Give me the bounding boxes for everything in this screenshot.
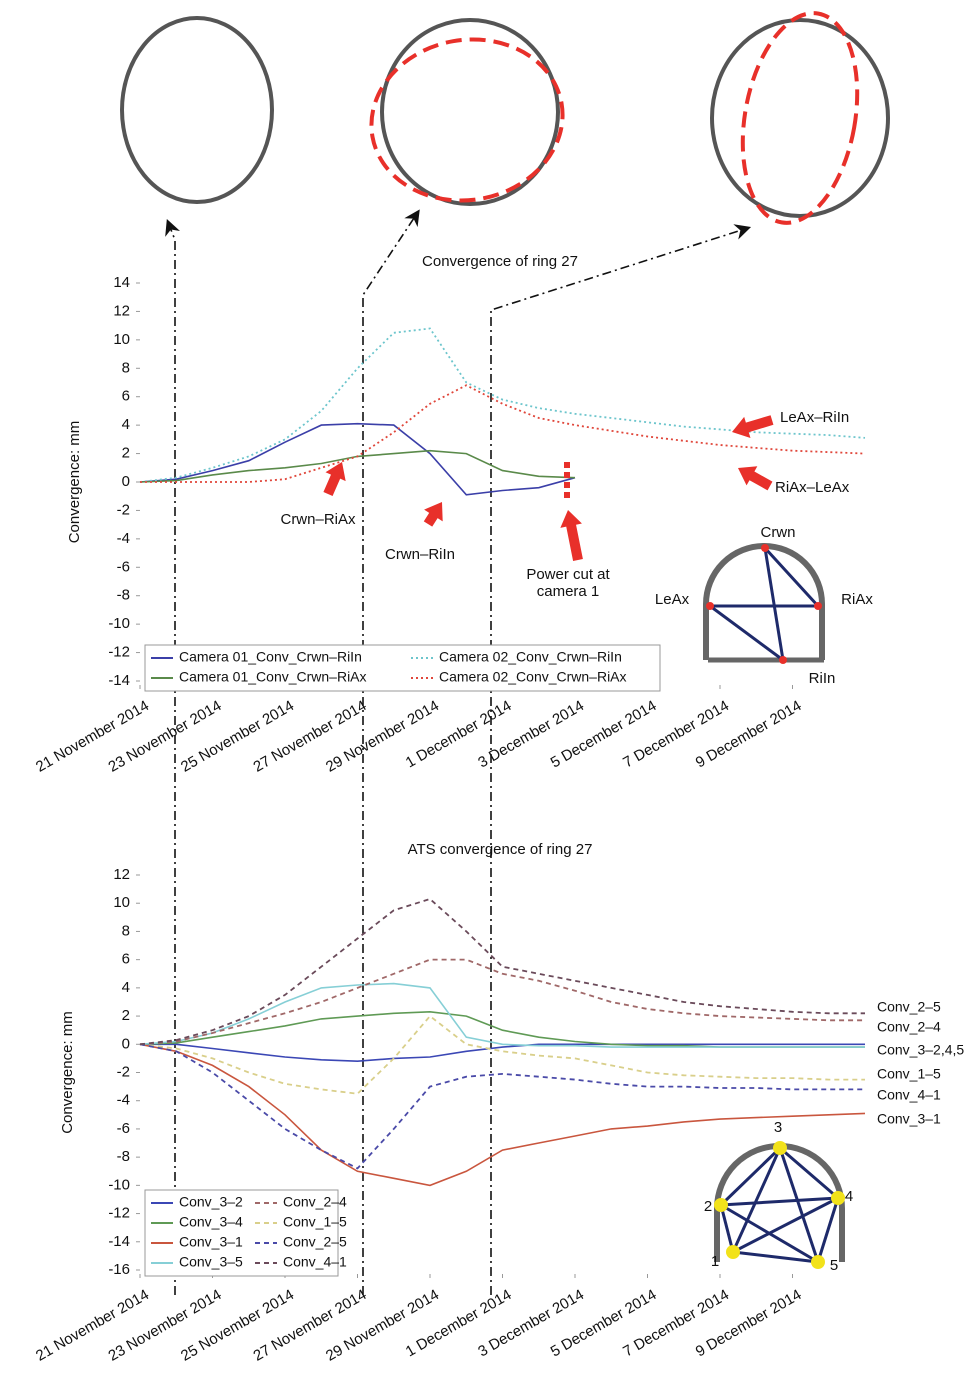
tunnel-label: 3 <box>774 1119 782 1136</box>
y-tick-label: -8 <box>117 587 130 604</box>
legend-label: Camera 01_Conv_Crwn–RiAx <box>179 669 367 685</box>
tunnel-label: 1 <box>711 1253 719 1270</box>
end-label: Conv_2–4 <box>877 1019 941 1035</box>
y-tick-label: 10 <box>113 331 130 348</box>
y-tick-label: -16 <box>108 1261 130 1278</box>
legend-label: Camera 01_Conv_Crwn–RiIn <box>179 649 362 665</box>
tunnel-point <box>779 656 787 664</box>
y-tick-label: 14 <box>113 274 130 291</box>
y-axis-label: Convergence: mm <box>59 1011 76 1134</box>
annotation-arrow <box>424 502 443 527</box>
end-label: Conv_4–1 <box>877 1087 941 1103</box>
tunnel-point <box>761 544 769 552</box>
series-line <box>140 1044 865 1185</box>
legend-label: Conv_2–5 <box>283 1234 347 1250</box>
legend-label: Conv_3–2 <box>179 1194 243 1210</box>
tunnel-point <box>714 1198 728 1212</box>
figure: Convergence of ring 27 Convergence: mm -14… <box>0 0 977 1399</box>
series-line <box>140 424 575 495</box>
tunnel-label: RiAx <box>841 591 873 608</box>
y-tick-label: 4 <box>122 416 130 433</box>
y-tick-label: 12 <box>113 866 130 883</box>
legend-label: Conv_3–5 <box>179 1254 243 1270</box>
y-tick-label: -14 <box>108 1233 130 1250</box>
tunnel-outline <box>706 546 822 660</box>
end-label: Conv_2–5 <box>877 999 941 1015</box>
series-line <box>140 1012 865 1047</box>
tunnel-link <box>710 606 783 660</box>
end-label: Conv_3–2,4,5 <box>877 1042 964 1058</box>
y-tick-label: 2 <box>122 445 130 462</box>
y-tick-label: 6 <box>122 388 130 405</box>
end-label: Conv_1–5 <box>877 1066 941 1082</box>
legend-label: Conv_3–4 <box>179 1214 243 1230</box>
series-line <box>140 984 865 1048</box>
y-tick-label: 0 <box>122 473 130 490</box>
y-tick-label: 8 <box>122 922 130 939</box>
y-tick-label: -4 <box>117 1092 130 1109</box>
legend-label: Camera 02_Conv_Crwn–RiIn <box>439 649 622 665</box>
legend-label: Conv_3–1 <box>179 1234 243 1250</box>
annotation-arrow <box>738 466 772 490</box>
tunnel-label: Crwn <box>760 524 795 541</box>
tunnel-link <box>721 1198 838 1205</box>
end-label: Conv_3–1 <box>877 1111 941 1127</box>
y-tick-label: -4 <box>117 530 130 547</box>
annotation-arrow <box>732 415 773 438</box>
y-axis-label: Convergence: mm <box>66 421 83 544</box>
tunnel-point <box>726 1245 740 1259</box>
y-tick-label: 4 <box>122 979 130 996</box>
annotation-arrow <box>323 462 345 496</box>
y-tick-label: 8 <box>122 359 130 376</box>
y-tick-label: -8 <box>117 1148 130 1165</box>
annotation: Crwn–RiIn <box>385 546 455 563</box>
tunnel-label: 4 <box>845 1188 853 1205</box>
y-tick-label: 12 <box>113 302 130 319</box>
y-tick-label: 6 <box>122 951 130 968</box>
y-tick-label: -10 <box>108 1176 130 1193</box>
tunnel-label: RiIn <box>809 670 836 687</box>
tunnel-label: 2 <box>704 1198 712 1215</box>
y-tick-label: 10 <box>113 894 130 911</box>
page: {"chart_data": [ {"type": "line", "title… <box>0 0 977 1399</box>
tunnel-point <box>811 1255 825 1269</box>
tunnel-point <box>814 602 822 610</box>
series-line <box>140 1016 865 1094</box>
y-tick-label: -12 <box>108 644 130 661</box>
y-tick-label: -10 <box>108 615 130 632</box>
annotation: Power cut at camera 1 <box>513 566 623 600</box>
legend-label: Conv_2–4 <box>283 1194 347 1210</box>
y-tick-label: 2 <box>122 1007 130 1024</box>
tunnel-point <box>831 1191 845 1205</box>
y-tick-label: -6 <box>117 558 130 575</box>
y-tick-label: -12 <box>108 1205 130 1222</box>
chart-title: Convergence of ring 27 <box>422 253 578 270</box>
tunnel-label: 5 <box>830 1257 838 1274</box>
annotation-arrow <box>560 510 583 561</box>
y-tick-label: -2 <box>117 501 130 518</box>
series-line <box>140 329 865 483</box>
ring-shapes <box>122 4 888 232</box>
tunnel-point <box>706 602 714 610</box>
y-tick-label: -14 <box>108 672 130 689</box>
y-tick-label: -2 <box>117 1063 130 1080</box>
annotation: RiAx–LeAx <box>775 479 850 496</box>
tunnel-link <box>721 1148 780 1205</box>
legend-label: Camera 02_Conv_Crwn–RiAx <box>439 669 627 685</box>
legend-label: Conv_4–1 <box>283 1254 347 1270</box>
tunnel-point <box>773 1141 787 1155</box>
y-tick-label: 0 <box>122 1035 130 1052</box>
chart-title: ATS convergence of ring 27 <box>408 841 593 858</box>
annotation: Crwn–RiAx <box>280 511 356 528</box>
legend-label: Conv_1–5 <box>283 1214 347 1230</box>
time-links <box>168 212 748 1295</box>
annotation: LeAx–RiIn <box>780 409 849 426</box>
y-tick-label: -6 <box>117 1120 130 1137</box>
tunnel-label: LeAx <box>655 591 690 608</box>
